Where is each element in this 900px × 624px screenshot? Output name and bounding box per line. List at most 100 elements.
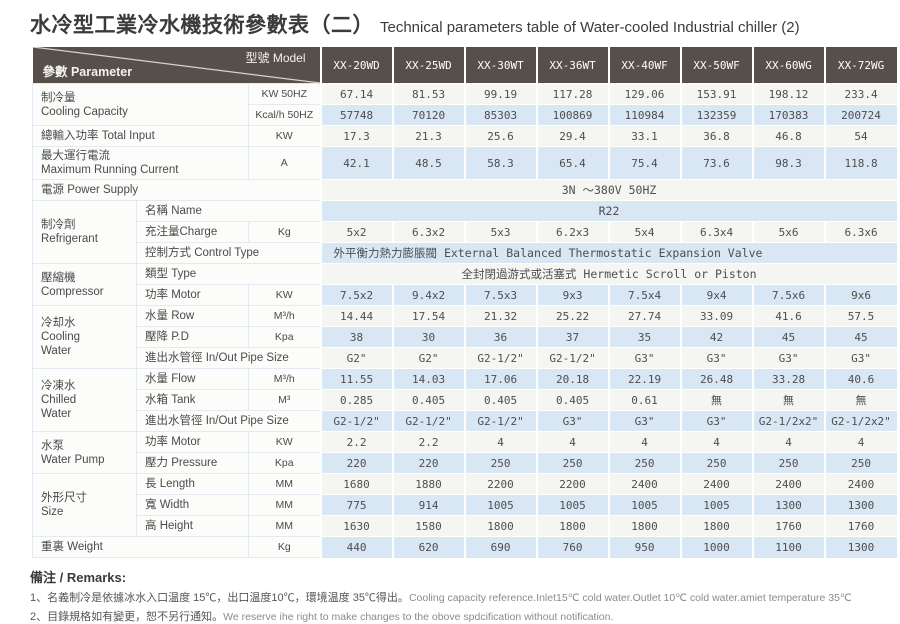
value-cell: 21.3 (391, 125, 465, 147)
table-row: 控制方式 Control Type 外平衡力熱力膨脹閥 External Bala… (33, 242, 897, 264)
value-cell: 無 (751, 389, 825, 411)
value-cell: 40.6 (823, 368, 897, 390)
group-label-cell: 電源 Power Supply (31, 179, 322, 201)
value-cell: 950 (607, 536, 681, 558)
value-cell: 9x3 (535, 284, 609, 306)
table-row: 制冷劑 Refrigerant 名稱 Name R22 (32, 200, 897, 264)
value-cell: 33.1 (607, 125, 681, 147)
value-cell: 690 (463, 536, 537, 558)
table-row: 進出水管徑 In/Out Pipe Size G2-1/2" G2-1/2" G2-1… (33, 410, 897, 432)
value-cell: 440 (319, 536, 393, 558)
value-cell: 7.5x6 (751, 284, 825, 306)
value-cell: 1800 (535, 515, 609, 537)
model-header: XX-60WG (751, 47, 825, 84)
group-label-cell: 壓縮機 Compressor (32, 263, 137, 306)
value-cell: 914 (391, 494, 465, 516)
unit-cell: A (247, 146, 322, 180)
group-label-cell: 最大運行電流 Maximum Running Current (32, 146, 249, 180)
value-cell: 170383 (751, 104, 825, 126)
model-header: XX-20WD (319, 47, 393, 84)
value-cell: G2-1/2x2" (823, 410, 897, 432)
value-cell: 14.44 (319, 305, 393, 327)
param-label-cell: 進出水管徑 In/Out Pipe Size (135, 410, 322, 432)
value-cell: 無 (823, 389, 897, 411)
value-cell: 7.5x3 (463, 284, 537, 306)
unit-cell: Kcal/h 50HZ (247, 104, 322, 126)
value-cell: 4 (823, 431, 897, 453)
value-cell: 1880 (391, 473, 465, 495)
table-row: 冷却水 Cooling Water 水量 Row M³/h 14.44 17.54 21.32… (32, 305, 897, 369)
value-cell: 9x4 (679, 284, 753, 306)
value-cell: 5x6 (751, 221, 825, 243)
table-row: 水箱 Tank M³ 0.285 0.405 0.405 0.405 0.61 無無無 (33, 389, 897, 411)
group-label-cell: 重裏 Weight (32, 536, 249, 558)
unit-cell: MM (247, 473, 322, 495)
value-cell: G3" (535, 410, 609, 432)
remarks-title: 備注 / Remarks: (30, 570, 127, 585)
value-cell: 1000 (679, 536, 753, 558)
value-cell: 2200 (463, 473, 537, 495)
value-cell: G2-1/2" (319, 410, 393, 432)
value-cell: 1630 (319, 515, 393, 537)
param-label-cell: 功率 Motor (136, 431, 249, 453)
value-cell: 117.28 (535, 83, 609, 105)
value-cell: 0.285 (319, 389, 393, 411)
value-cell: 200724 (823, 104, 897, 126)
group-label-cell: 冷凍水 Chilled Water (32, 368, 137, 432)
param-label-cell: 壓力 Pressure (136, 452, 249, 474)
value-cell: 54 (823, 125, 897, 147)
value-cell: 35 (607, 326, 681, 348)
corner-param-label: 參數 Parameter (42, 65, 133, 79)
table-row: 電源 Power Supply 3N ～380V 50HZ (31, 179, 897, 201)
value-cell: 4 (535, 431, 609, 453)
value-cell: 4 (463, 431, 537, 453)
unit-cell: KW (247, 125, 322, 147)
span-value-cell: 外平衡力熱力膨脹閥 External Balanced Thermostatic… (319, 242, 897, 264)
value-cell: 620 (391, 536, 465, 558)
value-cell: 57.5 (823, 305, 897, 327)
param-label-cell: 進出水管徑 In/Out Pipe Size (135, 347, 322, 369)
value-cell: 29.4 (535, 125, 609, 147)
value-cell: 45 (751, 326, 825, 348)
unit-cell: KW (247, 431, 322, 453)
value-cell: 1800 (607, 515, 681, 537)
value-cell: 46.8 (751, 125, 825, 147)
param-label-cell: 高 Height (136, 515, 249, 537)
remark-1-zh: 1、名義制冷是依據冰水入口温度 15℃，出口温度10℃，環境温度 35℃得出。 (30, 592, 409, 604)
table-row: 重裏 Weight Kg 440 620 690 760 950 1000 1100 1300 (32, 536, 897, 558)
value-cell: 9x6 (823, 284, 897, 306)
value-cell: 0.405 (463, 389, 537, 411)
value-cell: 無 (679, 389, 753, 411)
model-header: XX-72WG (823, 47, 897, 84)
value-cell: 1800 (463, 515, 537, 537)
value-cell: 6.3x2 (391, 221, 465, 243)
value-cell: 1005 (679, 494, 753, 516)
table-row: 總輸入功率 Total Input KW 17.3 21.3 25.6 29.4 33.1 3… (32, 125, 897, 147)
group-label-cell: 冷却水 Cooling Water (32, 305, 137, 369)
value-cell: 1760 (823, 515, 897, 537)
value-cell: G3" (679, 347, 753, 369)
value-cell: 0.405 (535, 389, 609, 411)
value-cell: G3" (823, 347, 897, 369)
value-cell: 37 (535, 326, 609, 348)
value-cell: 42.1 (319, 146, 393, 180)
remark-2-en: We reserve ihe right to make changes to … (223, 611, 614, 623)
param-label-cell: 壓降 P.D (136, 326, 249, 348)
table-row: 充注量Charge Kg 5x2 6.3x2 5x3 6.2x3 5x4 6.3x4 5x6 6.… (33, 221, 897, 243)
value-cell: 75.4 (607, 146, 681, 180)
value-cell: 250 (535, 452, 609, 474)
value-cell: G3" (679, 410, 753, 432)
group-label-cell: 水泵 Water Pump (32, 431, 137, 474)
value-cell: 1680 (319, 473, 393, 495)
value-cell: 9.4x2 (391, 284, 465, 306)
value-cell: 11.55 (319, 368, 393, 390)
table-body: 制冷量 Cooling Capacity KW 50HZ 67.14 81.53 99.1… (31, 83, 897, 558)
param-label-cell: 長 Length (136, 473, 249, 495)
table-row: 壓縮機 Compressor 類型 Type 全封閉過游式或活塞式 Hermetic … (32, 263, 897, 306)
value-cell: 775 (319, 494, 393, 516)
value-cell: 5x2 (319, 221, 393, 243)
value-cell: 118.8 (823, 146, 897, 180)
value-cell: 6.3x4 (679, 221, 753, 243)
value-cell: 6.3x6 (823, 221, 897, 243)
value-cell: 760 (535, 536, 609, 558)
